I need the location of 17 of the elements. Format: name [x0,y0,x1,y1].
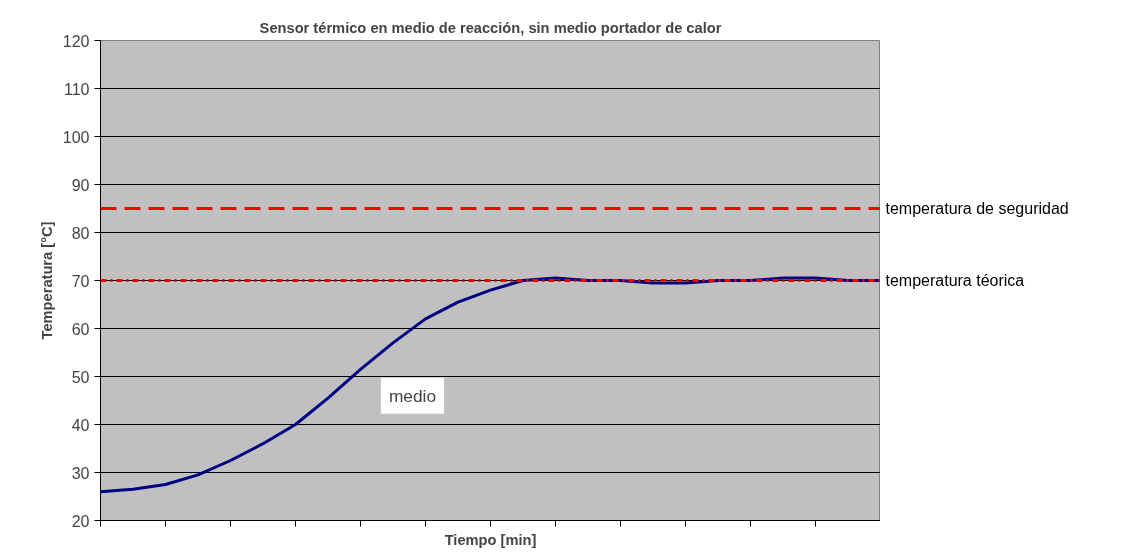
annotation: medio [388,385,437,406]
y-tick-label: 20 [71,512,90,530]
y-tick-label: 90 [71,176,90,194]
y-axis-title: Temperatura [°C] [38,221,55,340]
y-tick-label: 80 [71,224,90,242]
x-axis-title: Tiempo [min] [444,531,537,548]
y-tick-label: 60 [71,320,90,338]
y-tick-label: 100 [62,128,90,146]
y-tick-label: 70 [71,272,90,290]
y-tick-label: 50 [71,368,90,386]
y-tick-label: 30 [71,464,90,482]
y-tick-label: 120 [62,32,90,50]
ref-line-label: temperatura téorica [885,272,1025,289]
chart-title: Sensor térmico en medio de reacción, sin medio portador de calor [259,19,722,36]
y-tick-label: 110 [63,80,90,98]
y-tick-label: 40 [71,416,90,434]
ref-line-label: temperatura de seguridad [885,200,1069,217]
